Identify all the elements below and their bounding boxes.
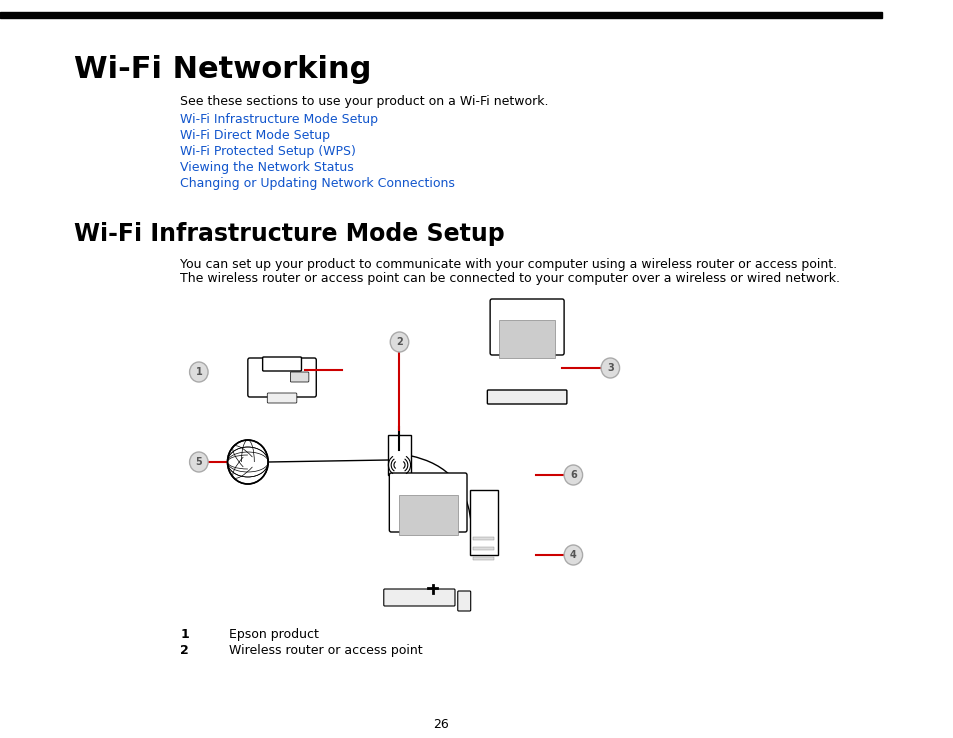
Circle shape xyxy=(390,332,408,352)
Text: 1: 1 xyxy=(195,367,202,377)
Circle shape xyxy=(600,358,618,378)
Circle shape xyxy=(227,440,268,484)
Text: Wi-Fi Infrastructure Mode Setup: Wi-Fi Infrastructure Mode Setup xyxy=(74,222,504,246)
FancyBboxPatch shape xyxy=(487,390,566,404)
FancyBboxPatch shape xyxy=(383,589,455,606)
FancyBboxPatch shape xyxy=(262,357,301,371)
FancyBboxPatch shape xyxy=(290,372,309,382)
Text: Wi-Fi Networking: Wi-Fi Networking xyxy=(74,55,371,84)
Bar xyxy=(473,537,494,540)
Bar xyxy=(0,12,882,18)
FancyBboxPatch shape xyxy=(267,393,296,403)
Text: 5: 5 xyxy=(195,457,202,467)
Text: Wireless router or access point: Wireless router or access point xyxy=(229,644,422,657)
Text: Changing or Updating Network Connections: Changing or Updating Network Connections xyxy=(180,177,455,190)
Bar xyxy=(473,557,494,560)
Text: 1: 1 xyxy=(180,628,189,641)
Text: 2: 2 xyxy=(180,644,189,657)
Text: Epson product: Epson product xyxy=(229,628,319,641)
Text: See these sections to use your product on a Wi-Fi network.: See these sections to use your product o… xyxy=(180,95,548,108)
Text: Wi-Fi Protected Setup (WPS): Wi-Fi Protected Setup (WPS) xyxy=(180,145,355,158)
Bar xyxy=(469,490,497,555)
FancyBboxPatch shape xyxy=(248,358,316,397)
Bar xyxy=(498,320,555,358)
Text: 2: 2 xyxy=(395,337,402,347)
Text: 26: 26 xyxy=(433,718,449,731)
FancyBboxPatch shape xyxy=(457,591,470,611)
Text: Viewing the Network Status: Viewing the Network Status xyxy=(180,161,354,174)
Circle shape xyxy=(190,362,208,382)
Bar xyxy=(398,495,457,535)
Text: 3: 3 xyxy=(606,363,613,373)
Circle shape xyxy=(563,465,582,485)
Text: Wi-Fi Direct Mode Setup: Wi-Fi Direct Mode Setup xyxy=(180,129,330,142)
Text: You can set up your product to communicate with your computer using a wireless r: You can set up your product to communica… xyxy=(180,258,837,271)
FancyBboxPatch shape xyxy=(389,473,467,532)
Text: The wireless router or access point can be connected to your computer over a wir: The wireless router or access point can … xyxy=(180,272,840,285)
Text: 4: 4 xyxy=(569,550,577,560)
Text: 6: 6 xyxy=(569,470,577,480)
Circle shape xyxy=(563,545,582,565)
Text: Wi-Fi Infrastructure Mode Setup: Wi-Fi Infrastructure Mode Setup xyxy=(180,113,378,126)
Circle shape xyxy=(190,452,208,472)
FancyBboxPatch shape xyxy=(490,299,563,355)
Bar xyxy=(473,547,494,550)
Bar xyxy=(388,435,410,475)
